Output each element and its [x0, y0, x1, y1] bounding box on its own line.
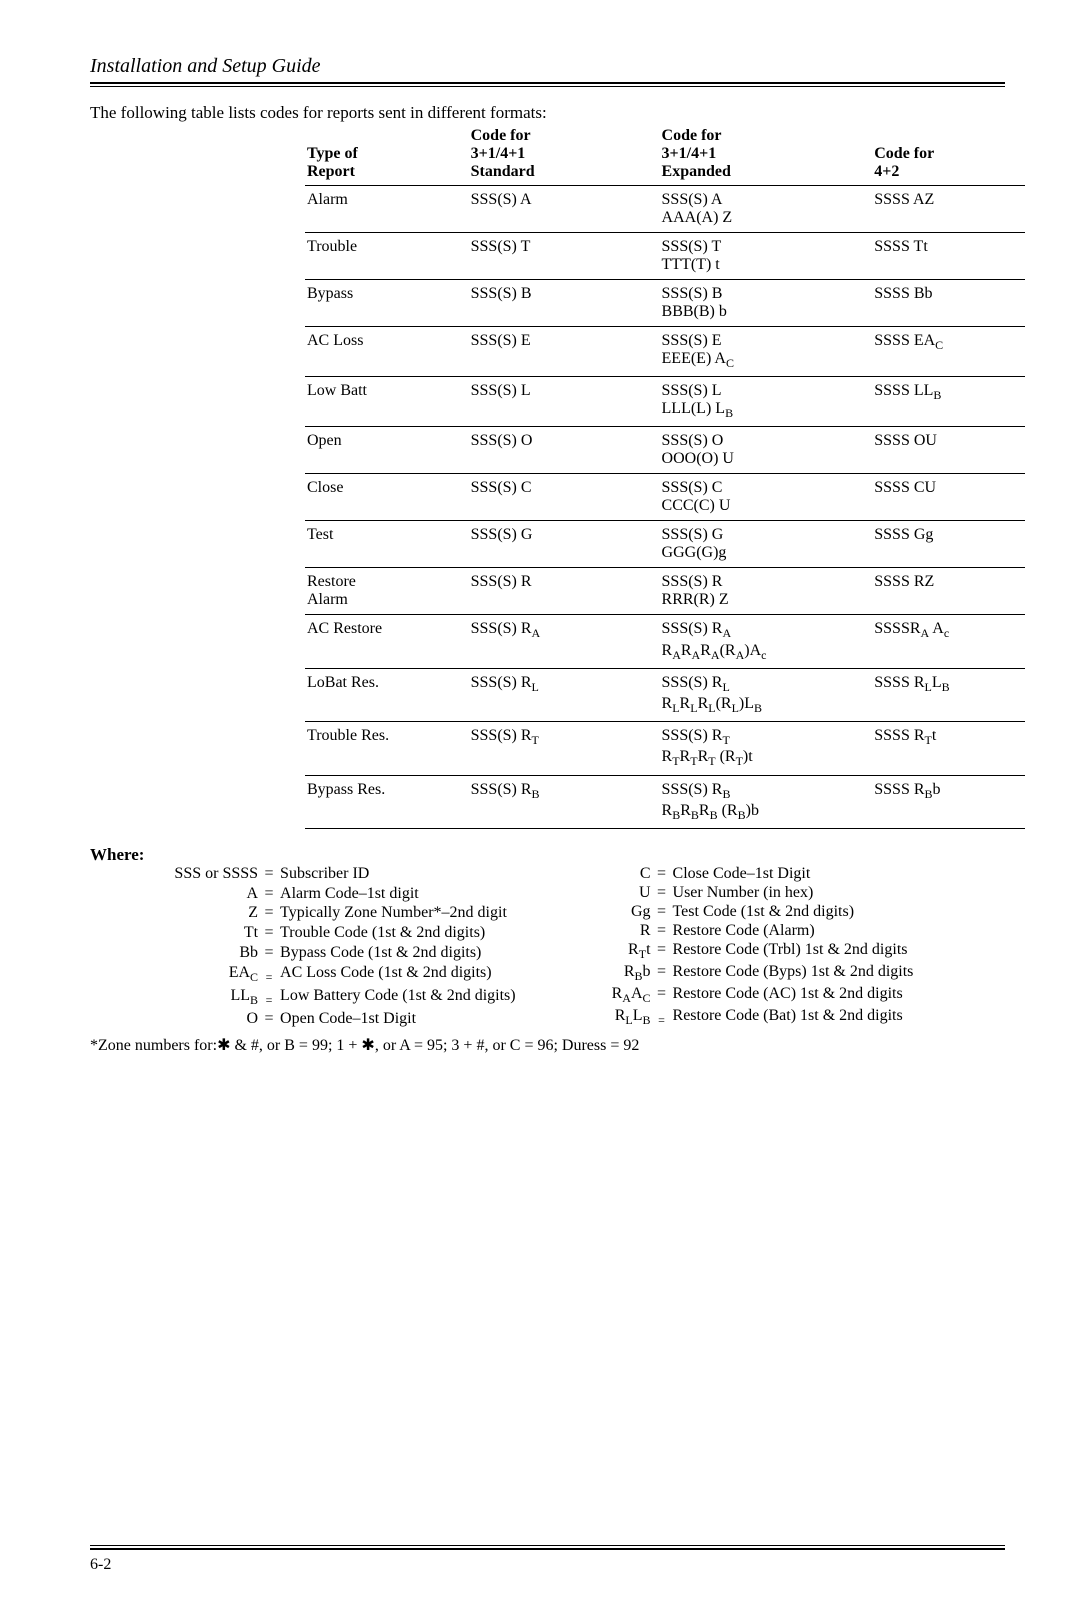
table-row: LoBat Res. SSS(S) RL SSS(S) RL RLRLRL(RL… [305, 668, 1025, 721]
table-row: Bypass Res. SSS(S) RB SSS(S) RB RBRBRB (… [305, 775, 1025, 828]
table-row: Bypass SSS(S) B SSS(S) BBBB(B) b SSSS Bb [305, 280, 1025, 327]
col-type: Type ofReport [305, 125, 469, 186]
table-row: Test SSS(S) G SSS(S) GGGG(G)g SSSS Gg [305, 521, 1025, 568]
page-number: 6-2 [90, 1556, 1005, 1574]
table-row: RestoreAlarm SSS(S) R SSS(S) RRRR(R) Z S… [305, 568, 1025, 615]
where-heading: Where: [90, 845, 1005, 865]
table-row: Trouble Res. SSS(S) RT SSS(S) RT RTRTRT … [305, 722, 1025, 775]
report-codes-table: Type ofReport Code for3+1/4+1Standard Co… [305, 125, 1025, 829]
table-row: Low Batt SSS(S) L SSS(S) L LLL(L) LB SSS… [305, 377, 1025, 427]
where-legend: SSS or SSSS=Subscriber ID A=Alarm Code–1… [130, 865, 1005, 1029]
table-row: Close SSS(S) C SSS(S) CCCC(C) U SSSS CU [305, 474, 1025, 521]
where-col-left: SSS or SSSS=Subscriber ID A=Alarm Code–1… [130, 865, 560, 1029]
footnote: *Zone numbers for:✱ & #, or B = 99; 1 + … [90, 1035, 1005, 1055]
table-row: Alarm SSS(S) A SSS(S) AAAA(A) Z SSSS AZ [305, 186, 1025, 233]
footer-rule-2 [90, 1548, 1005, 1550]
header-rule-2 [90, 86, 1005, 87]
col-standard: Code for3+1/4+1Standard [469, 125, 660, 186]
intro-text: The following table lists codes for repo… [90, 103, 1005, 123]
where-col-right: C=Close Code–1st Digit U=User Number (in… [560, 865, 965, 1029]
col-expanded: Code for3+1/4+1Expanded [660, 125, 873, 186]
report-codes-table-wrap: Type ofReport Code for3+1/4+1Standard Co… [305, 125, 1025, 829]
col-42: Code for4+2 [872, 125, 1025, 186]
page-title: Installation and Setup Guide [90, 55, 1005, 78]
table-row: AC Loss SSS(S) E SSS(S) E EEE(E) AC SSSS… [305, 327, 1025, 377]
table-row: AC Restore SSS(S) RA SSS(S) RA RARARA(RA… [305, 615, 1025, 668]
table-header-row: Type ofReport Code for3+1/4+1Standard Co… [305, 125, 1025, 186]
table-row: Open SSS(S) O SSS(S) OOOO(O) U SSSS OU [305, 427, 1025, 474]
table-row: Trouble SSS(S) T SSS(S) TTTT(T) t SSSS T… [305, 233, 1025, 280]
